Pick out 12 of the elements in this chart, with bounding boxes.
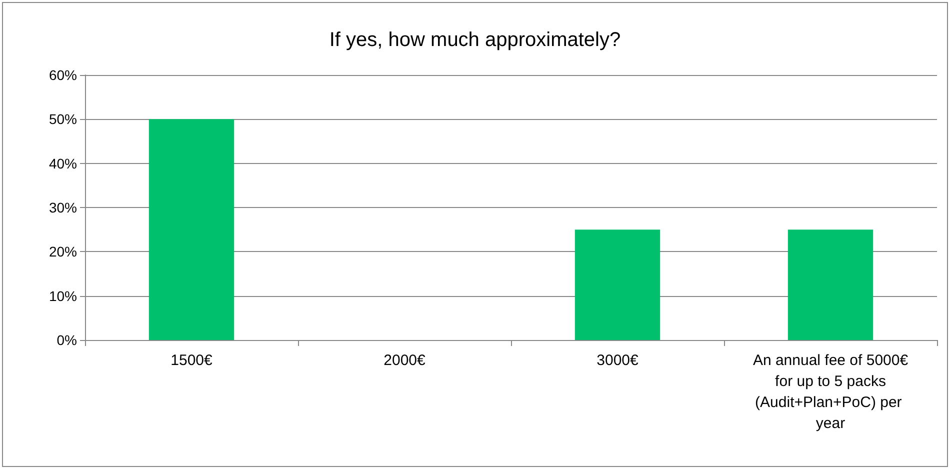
y-tick-label: 60% xyxy=(48,67,77,83)
x-tick-label: 1500€ xyxy=(170,352,214,369)
x-tick-label: 3000€ xyxy=(596,352,640,369)
x-tick-label: 2000€ xyxy=(384,352,426,369)
y-tick-label: 0% xyxy=(56,332,77,348)
y-tick-label: 10% xyxy=(48,288,77,304)
y-tick-label: 20% xyxy=(48,244,77,260)
chart-title: If yes, how much approximately? xyxy=(329,29,621,51)
y-tick-label: 50% xyxy=(48,111,77,128)
y-tick-label: 30% xyxy=(48,200,77,216)
y-tick-label: 40% xyxy=(48,155,77,172)
x-tick-label: An annual fee of 5000€ for up to 5 packs (Audit+Plan+PoC) per year xyxy=(752,352,909,432)
